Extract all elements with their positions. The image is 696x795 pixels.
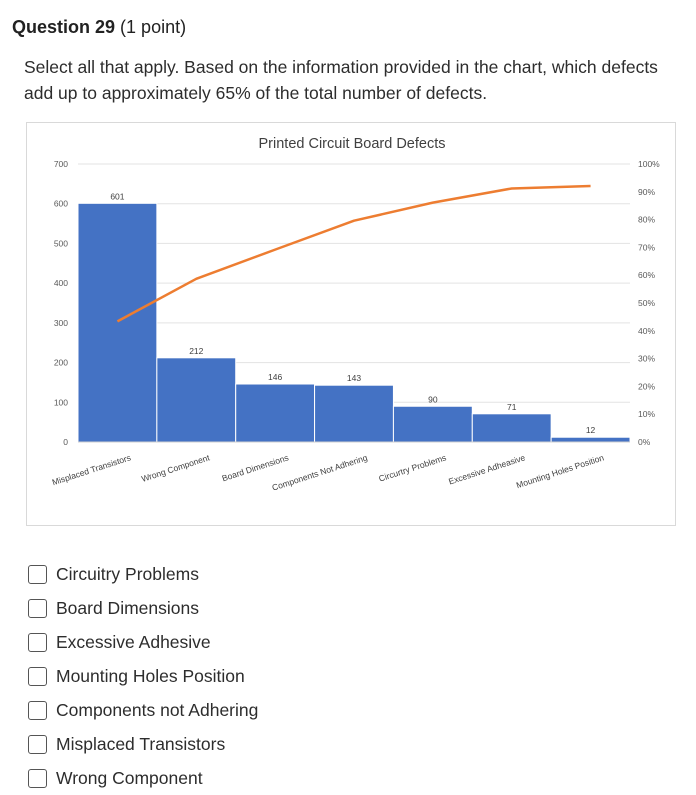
option-label: Misplaced Transistors	[56, 733, 226, 754]
data-labels: 601 212 146 143 90 71 12	[110, 191, 595, 435]
answer-options: Circuitry Problems Board Dimensions Exce…	[28, 557, 258, 795]
y-tick-label: 100	[54, 397, 68, 407]
question-points: (1 point)	[120, 17, 187, 37]
y-tick-label: 600	[54, 199, 68, 209]
y-tick-label: 500	[54, 238, 68, 248]
data-label: 12	[586, 425, 596, 435]
y2-tick-label: 10%	[638, 409, 655, 419]
y2-axis: 0% 10% 20% 30% 40% 50% 60% 70% 80% 90% 100%	[638, 159, 660, 447]
cumulative-line	[116, 184, 591, 323]
data-label: 146	[268, 372, 282, 382]
y-tick-label: 300	[54, 318, 68, 328]
y-tick-label: 0	[63, 437, 68, 447]
option-components-not-adhering[interactable]: Components not Adhering	[28, 693, 258, 727]
option-mounting-holes-position[interactable]: Mounting Holes Position	[28, 659, 258, 693]
y-axis: 0 100 200 300 400 500 600 700	[54, 159, 68, 447]
checkbox[interactable]	[28, 632, 47, 652]
chart-title: Printed Circuit Board Defects	[259, 136, 446, 152]
y2-tick-label: 30%	[638, 354, 655, 364]
bar	[392, 405, 473, 443]
y2-tick-label: 80%	[638, 215, 655, 225]
y2-tick-label: 20%	[638, 381, 655, 391]
bar	[314, 384, 394, 443]
bar	[156, 357, 237, 443]
option-label: Circuitry Problems	[56, 563, 199, 584]
option-circuitry-problems[interactable]: Circuitry Problems	[28, 557, 258, 591]
y2-tick-label: 60%	[638, 270, 655, 280]
option-label: Excessive Adhesive	[56, 631, 211, 652]
checkbox[interactable]	[28, 666, 47, 686]
y-tick-label: 200	[54, 358, 68, 368]
pareto-chart: Printed Circuit Board Defects 601 212 146 1…	[26, 122, 676, 526]
y2-tick-label: 100%	[638, 159, 660, 169]
y-tick-label: 400	[54, 278, 68, 288]
question-text: Select all that apply. Based on the info…	[24, 57, 658, 103]
question-title: Question 29	[12, 17, 116, 37]
y2-tick-label: 0%	[638, 437, 651, 447]
data-label: 601	[110, 191, 124, 201]
checkbox[interactable]	[28, 700, 47, 720]
data-label: 212	[189, 346, 203, 356]
option-board-dimensions[interactable]: Board Dimensions	[28, 591, 258, 625]
y2-tick-label: 50%	[638, 298, 655, 308]
y-tick-label: 700	[54, 159, 68, 169]
question-header: Question 29 (1 point)	[12, 17, 186, 38]
bar	[550, 436, 631, 443]
bar	[235, 383, 316, 443]
chart-svg: Printed Circuit Board Defects 601 212 146 1…	[26, 122, 676, 526]
option-misplaced-transistors[interactable]: Misplaced Transistors	[28, 727, 258, 761]
y2-tick-label: 40%	[638, 326, 655, 336]
data-label: 143	[347, 373, 361, 383]
checkbox[interactable]	[28, 564, 47, 584]
option-label: Board Dimensions	[56, 597, 199, 618]
bar	[77, 202, 158, 443]
checkbox[interactable]	[28, 598, 47, 618]
checkbox[interactable]	[28, 734, 47, 754]
option-wrong-component[interactable]: Wrong Component	[28, 761, 258, 795]
y2-tick-label: 90%	[638, 187, 655, 197]
data-label: 71	[507, 402, 517, 412]
option-excessive-adhesive[interactable]: Excessive Adhesive	[28, 625, 258, 659]
cumulative-line-path	[116, 184, 591, 323]
y2-tick-label: 70%	[638, 242, 655, 252]
option-label: Components not Adhering	[56, 699, 259, 720]
data-label: 90	[428, 394, 438, 404]
bars	[77, 202, 631, 443]
checkbox[interactable]	[28, 768, 47, 788]
option-label: Mounting Holes Position	[56, 665, 245, 686]
bar	[471, 413, 552, 443]
option-label: Wrong Component	[56, 767, 203, 788]
